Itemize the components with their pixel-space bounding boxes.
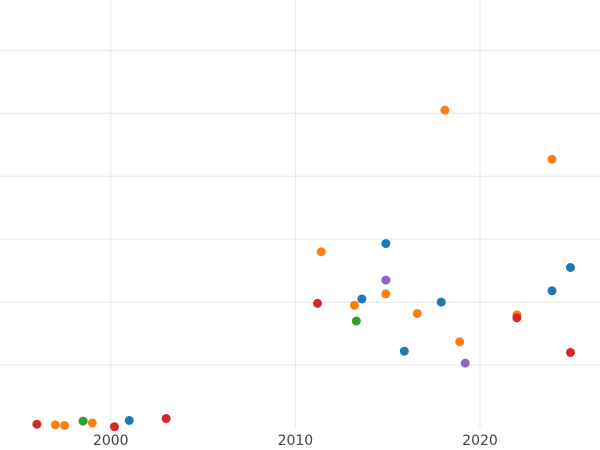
scatter-point: [381, 239, 391, 249]
grid-lines: [0, 0, 600, 428]
scatter-point: [78, 416, 88, 426]
scatter-point: [161, 414, 171, 424]
scatter-point: [109, 422, 119, 432]
scatter-point: [316, 247, 326, 257]
x-axis-tick-labels: 2000 2010 2020: [93, 433, 498, 449]
scatter-point: [440, 105, 450, 115]
data-points: [32, 105, 575, 432]
scatter-point: [60, 420, 70, 430]
scatter-point: [399, 346, 409, 356]
scatter-point: [381, 289, 391, 299]
scatter-point: [349, 300, 359, 310]
x-tick-label: 2020: [462, 433, 498, 449]
scatter-point: [50, 420, 60, 430]
scatter-point: [357, 294, 367, 304]
x-tick-label: 2010: [278, 433, 314, 449]
scatter-point: [381, 275, 391, 285]
scatter-point: [124, 415, 134, 425]
scatter-point: [512, 313, 522, 323]
scatter-point: [565, 347, 575, 357]
scatter-point: [87, 418, 97, 428]
scatter-point: [460, 358, 470, 368]
scatter-point: [455, 337, 465, 347]
scatter-point: [32, 419, 42, 429]
scatter-point: [547, 154, 557, 164]
scatter-point: [547, 286, 557, 296]
scatter-point: [436, 297, 446, 307]
scatter-point: [351, 316, 361, 326]
scatter-point: [565, 263, 575, 272]
scatter-point: [412, 308, 422, 318]
x-tick-label: 2000: [93, 433, 129, 449]
scatter-point: [313, 298, 323, 308]
